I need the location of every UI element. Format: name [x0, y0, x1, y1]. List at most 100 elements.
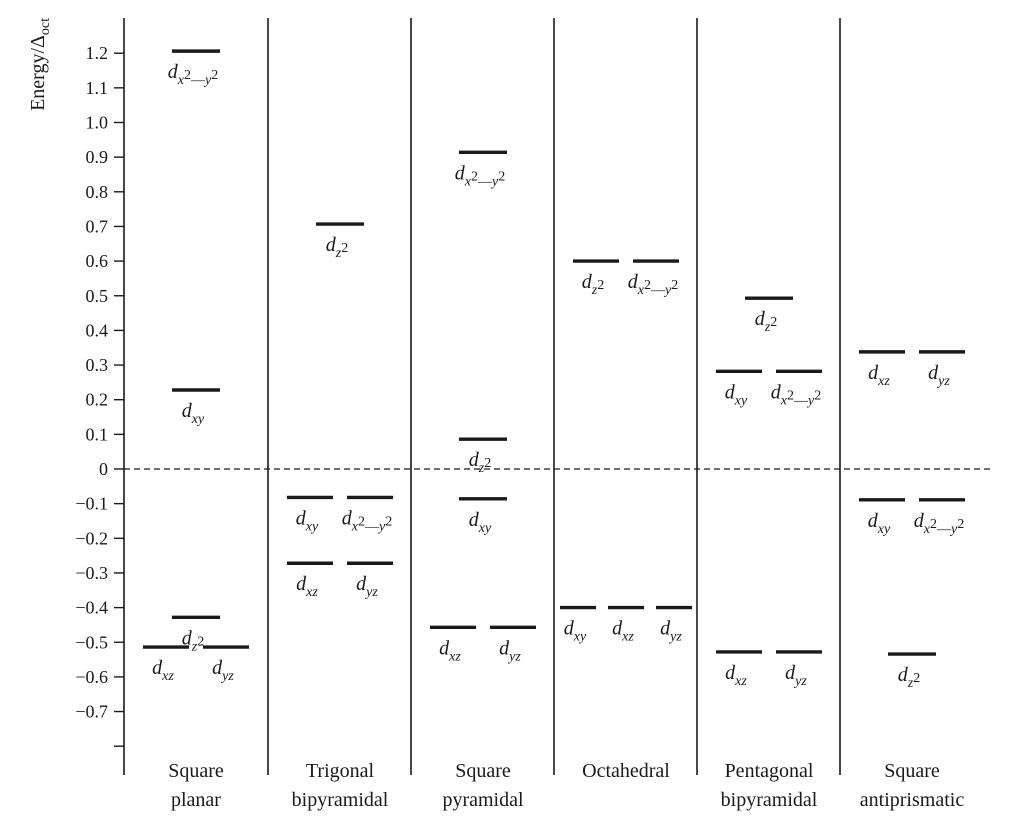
orbital-subscript: x: [177, 73, 185, 88]
orbital-d: d: [564, 618, 575, 640]
orbital-d: d: [455, 162, 466, 184]
column-label: Square: [455, 760, 511, 782]
orbital-d: d: [725, 381, 736, 403]
y-tick-label: 0.9: [86, 147, 109, 167]
orbital-subscript: xz: [877, 374, 890, 389]
orbital-d: d: [296, 573, 307, 595]
orbital-subscript: 2: [644, 278, 651, 293]
y-tick-label: 0.8: [86, 182, 109, 202]
y-axis: 1.2 1.1 1.0 0.9 0.8 0.7 0.6 0.5 0.4 0.3 0.2 0.1 0 −0.…: [27, 18, 125, 775]
orbital-d: d: [725, 662, 736, 684]
column-label: planar: [171, 789, 221, 811]
orbital-d: d: [469, 449, 480, 471]
orbital-label: dz2: [326, 234, 348, 261]
orbital-subscript: 2: [957, 517, 964, 532]
orbital-label: dyz: [785, 662, 807, 689]
orbital-subscript: z: [591, 283, 598, 298]
orbital-subscript: xz: [161, 669, 174, 684]
column-label: Square: [884, 760, 940, 782]
orbital-subscript: 2: [814, 388, 821, 403]
orbital-subscript: —: [477, 174, 493, 189]
orbital-subscript: x: [464, 174, 472, 189]
orbital-label: dxy: [469, 509, 492, 536]
orbital-label: dxz: [868, 362, 890, 389]
orbital-subscript: 2: [471, 169, 478, 184]
orbital-subscript: y: [806, 393, 815, 408]
orbital-subscript: x: [637, 283, 645, 298]
y-tick-label: 1.0: [86, 113, 109, 133]
orbital-d: d: [928, 362, 939, 384]
orbital-label: dxy: [725, 381, 748, 408]
orbital-label: dz2: [182, 627, 204, 654]
orbital-d: d: [914, 510, 925, 532]
orbital-subscript: —: [936, 522, 952, 537]
orbital-label: dxy: [868, 510, 891, 537]
orbital-label: dyz: [356, 573, 378, 600]
column-label: Octahedral: [582, 760, 670, 782]
orbital-subscript: yz: [936, 374, 950, 389]
orbital-subscript: xz: [734, 674, 747, 689]
column-label: bipyramidal: [292, 789, 389, 811]
orbital-subscript: yz: [668, 630, 682, 645]
orbital-subscript: 2: [484, 456, 491, 471]
orbital-subscript: xz: [305, 585, 318, 600]
orbital-d: d: [168, 61, 179, 83]
orbital-d: d: [182, 400, 193, 422]
orbital-subscript: yz: [507, 649, 521, 664]
orbital-subscript: 2: [913, 671, 920, 686]
column-label: Trigonal: [306, 760, 375, 782]
orbital-label: dyz: [928, 362, 950, 389]
orbital-subscript: yz: [220, 669, 234, 684]
orbital-subscript: x: [780, 393, 788, 408]
y-tick-label: 0.6: [86, 251, 109, 271]
orbital-subscript: 2: [211, 68, 218, 83]
orbital-label: dx2—y2: [342, 507, 392, 534]
orbital-subscript: y: [377, 519, 386, 534]
y-tick-label: −0.2: [75, 528, 108, 548]
orbital-label: dx2—y2: [455, 162, 505, 189]
y-tick-label: 1.2: [86, 43, 109, 63]
orbital-d: d: [785, 662, 796, 684]
orbital-d: d: [755, 308, 766, 330]
orbital-d: d: [868, 510, 879, 532]
orbital-subscript: x: [351, 519, 359, 534]
column-labels: Square planar Trigonal bipyramidal Square pyr…: [168, 760, 964, 811]
y-tick-label: −0.4: [75, 598, 108, 618]
orbital-label: dxy: [182, 400, 205, 427]
y-tick-label: 0.1: [86, 424, 109, 444]
orbital-subscript: 2: [498, 169, 505, 184]
orbital-subscript: —: [650, 283, 666, 298]
orbital-subscript: 2: [197, 634, 204, 649]
orbital-label: dx2—y2: [628, 271, 678, 298]
orbital-label: dz2: [469, 449, 491, 476]
orbital-subscript: —: [793, 393, 809, 408]
y-tick-label: −0.7: [75, 702, 108, 722]
orbital-subscript: —: [364, 519, 380, 534]
orbital-subscript: y: [203, 73, 212, 88]
column-label: antiprismatic: [860, 789, 965, 811]
orbital-subscript: 2: [930, 517, 937, 532]
orbital-subscript: x: [923, 522, 931, 537]
orbital-label: dyz: [660, 618, 682, 645]
orbital-subscript: xz: [448, 649, 461, 664]
orbital-label: dxz: [439, 637, 461, 664]
orbital-label: dz2: [898, 664, 920, 691]
orbital-subscript: z: [191, 639, 198, 654]
orbital-subscript: z: [335, 246, 342, 261]
orbital-subscript: 2: [184, 68, 191, 83]
orbital-d: d: [771, 381, 782, 403]
orbital-subscript: z: [764, 320, 771, 335]
orbital-label: dxz: [152, 657, 174, 684]
orbital-subscript: 2: [341, 241, 348, 256]
column-dividers: [267, 18, 841, 775]
orbital-subscript: z: [907, 676, 914, 691]
column-label: bipyramidal: [721, 789, 818, 811]
orbital-subscript: xy: [191, 412, 205, 427]
orbital-label: dyz: [499, 637, 521, 664]
